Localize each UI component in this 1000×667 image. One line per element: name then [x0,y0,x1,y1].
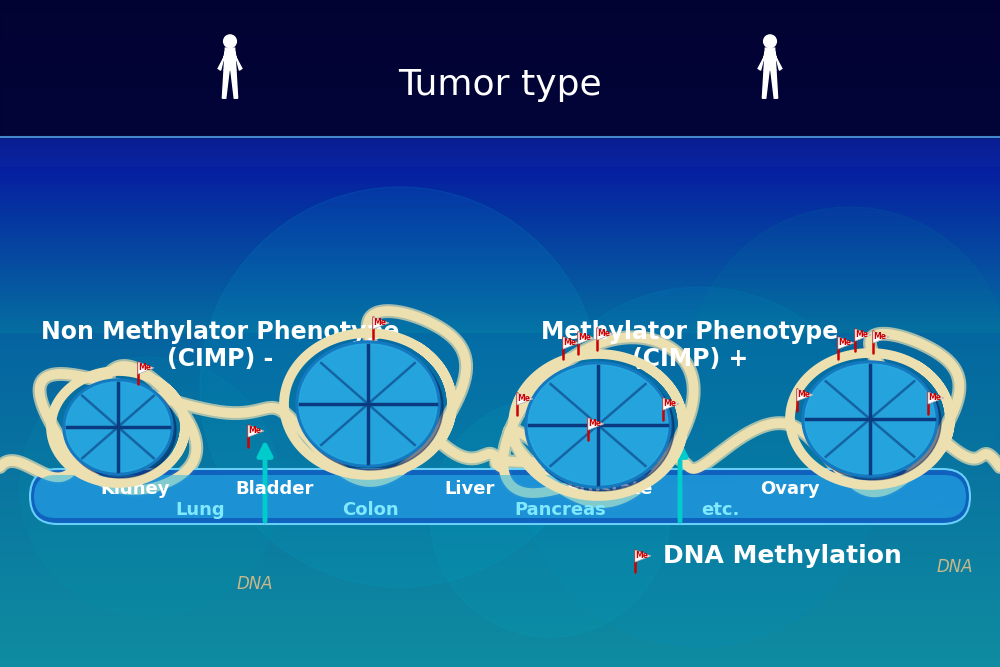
Polygon shape [222,70,229,98]
Text: Me: Me [578,334,592,342]
Ellipse shape [66,382,176,478]
FancyBboxPatch shape [30,469,970,524]
Text: Ovary: Ovary [760,480,820,498]
Text: Lung: Lung [175,501,225,519]
Polygon shape [775,51,782,70]
Polygon shape [838,337,854,349]
Polygon shape [138,362,154,374]
Polygon shape [578,332,594,344]
Text: Me: Me [798,390,810,400]
Text: Kidney: Kidney [100,480,170,498]
Text: Me: Me [588,420,602,428]
Circle shape [224,35,236,47]
FancyBboxPatch shape [34,475,966,518]
Polygon shape [235,51,242,70]
Bar [0,0,1000,137]
Circle shape [20,357,280,617]
Polygon shape [597,328,613,340]
Text: Me: Me [636,552,648,560]
Text: Me: Me [518,394,530,404]
Ellipse shape [299,344,443,470]
Text: Bladder: Bladder [236,480,314,498]
Ellipse shape [525,362,671,488]
Text: Prostate: Prostate [567,480,653,498]
Ellipse shape [802,361,938,477]
Text: Tumor type: Tumor type [398,68,602,102]
Text: Me: Me [664,400,676,408]
Text: Non Methylator Phenotype: Non Methylator Phenotype [41,320,399,344]
Polygon shape [855,329,871,341]
Polygon shape [224,48,236,70]
Polygon shape [588,418,604,430]
Text: Methylator Phenotype: Methylator Phenotype [541,320,839,344]
Text: Me: Me [838,338,852,348]
Polygon shape [231,70,238,98]
Text: DNA: DNA [237,575,273,593]
Polygon shape [873,331,889,343]
Circle shape [764,35,776,47]
Ellipse shape [66,382,170,472]
Polygon shape [764,48,776,70]
Text: Me: Me [564,338,576,348]
Polygon shape [373,317,389,329]
Text: Colon: Colon [342,501,398,519]
Polygon shape [928,392,944,404]
Circle shape [520,287,880,647]
Ellipse shape [296,341,440,467]
Text: DNA Methylation: DNA Methylation [663,544,902,568]
Polygon shape [517,393,533,405]
Text: Me: Me [248,426,262,436]
Text: etc.: etc. [701,501,739,519]
Polygon shape [663,398,679,410]
Ellipse shape [299,344,437,464]
Ellipse shape [805,364,935,474]
Text: Me: Me [928,394,942,402]
Text: Me: Me [138,364,152,372]
Ellipse shape [805,364,941,480]
Text: (CIMP) -: (CIMP) - [167,347,273,371]
Circle shape [430,397,670,637]
Text: Me: Me [374,318,386,327]
Text: (CIMP) +: (CIMP) + [632,347,748,371]
Text: Liver: Liver [445,480,495,498]
Circle shape [690,207,1000,527]
Polygon shape [563,337,579,349]
Text: Pancreas: Pancreas [514,501,606,519]
Text: DNA: DNA [937,558,973,576]
Text: Me: Me [598,329,610,338]
Ellipse shape [63,379,173,475]
Text: Me: Me [874,332,887,342]
Polygon shape [248,425,264,437]
Text: Me: Me [856,330,868,340]
Polygon shape [635,550,651,562]
Polygon shape [762,70,769,98]
Ellipse shape [528,365,674,491]
Ellipse shape [528,365,668,485]
Polygon shape [218,51,225,70]
Circle shape [200,187,600,587]
Polygon shape [771,70,778,98]
Polygon shape [758,51,765,70]
Polygon shape [797,389,813,401]
